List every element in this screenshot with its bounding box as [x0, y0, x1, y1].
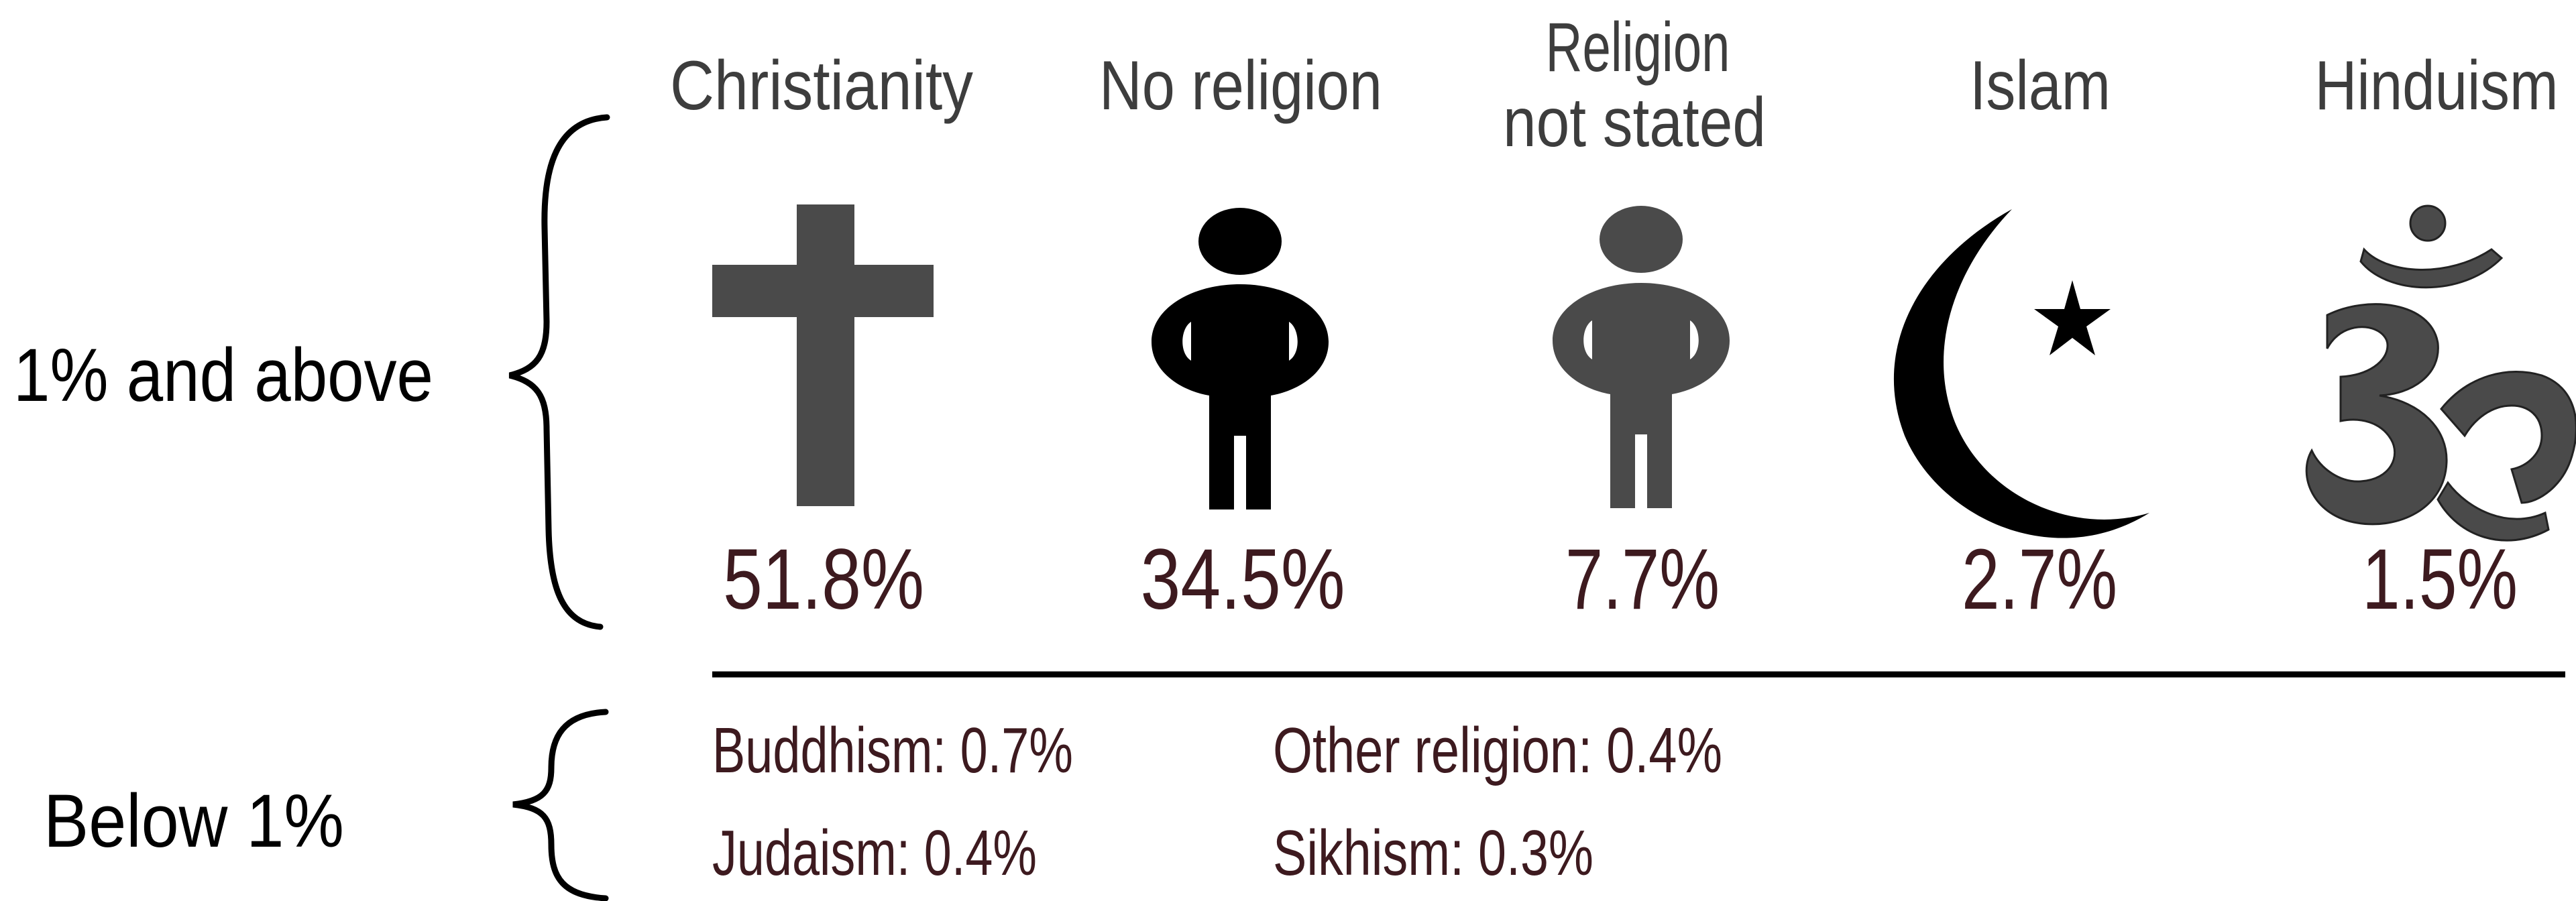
category-name-religion-not-stated-line-2: not stated — [1503, 84, 1766, 162]
value-label-no-religion: 34.5% — [1141, 532, 1345, 627]
value-label-hinduism: 1.5% — [2362, 532, 2518, 627]
value-label-religion-not-stated: 7.7% — [1565, 532, 1720, 627]
category-name-islam: Islam — [1970, 47, 2111, 125]
om-icon — [2305, 204, 2576, 542]
value-label-islam: 2.7% — [1962, 532, 2117, 627]
minor-categories: Buddhism: 0.7% Judaism: 0.4% Other relig… — [712, 715, 1722, 889]
person-icon — [1152, 208, 1329, 509]
category-name-christianity: Christianity — [670, 47, 973, 125]
minor-item-other-religion: Other religion: 0.4% — [1273, 715, 1722, 786]
brace-above — [508, 114, 610, 630]
category-name-no-religion: No religion — [1099, 47, 1382, 125]
group-label-above: 1% and above — [13, 333, 433, 417]
category-name-hinduism: Hinduism — [2315, 47, 2559, 125]
crescent-star-icon — [1893, 209, 2149, 538]
group-label-below: Below 1% — [44, 779, 344, 863]
cross-icon — [712, 204, 934, 506]
major-categories: Christianity No religion Religion not st… — [670, 9, 2576, 627]
minor-item-sikhism: Sikhism: 0.3% — [1273, 817, 1593, 889]
minor-item-buddhism: Buddhism: 0.7% — [712, 715, 1073, 786]
brace-below — [512, 709, 609, 901]
minor-item-judaism: Judaism: 0.4% — [712, 817, 1037, 889]
person-icon — [1553, 206, 1730, 508]
category-name-religion-not-stated-line-1: Religion — [1546, 9, 1730, 86]
value-label-christianity: 51.8% — [723, 532, 924, 627]
